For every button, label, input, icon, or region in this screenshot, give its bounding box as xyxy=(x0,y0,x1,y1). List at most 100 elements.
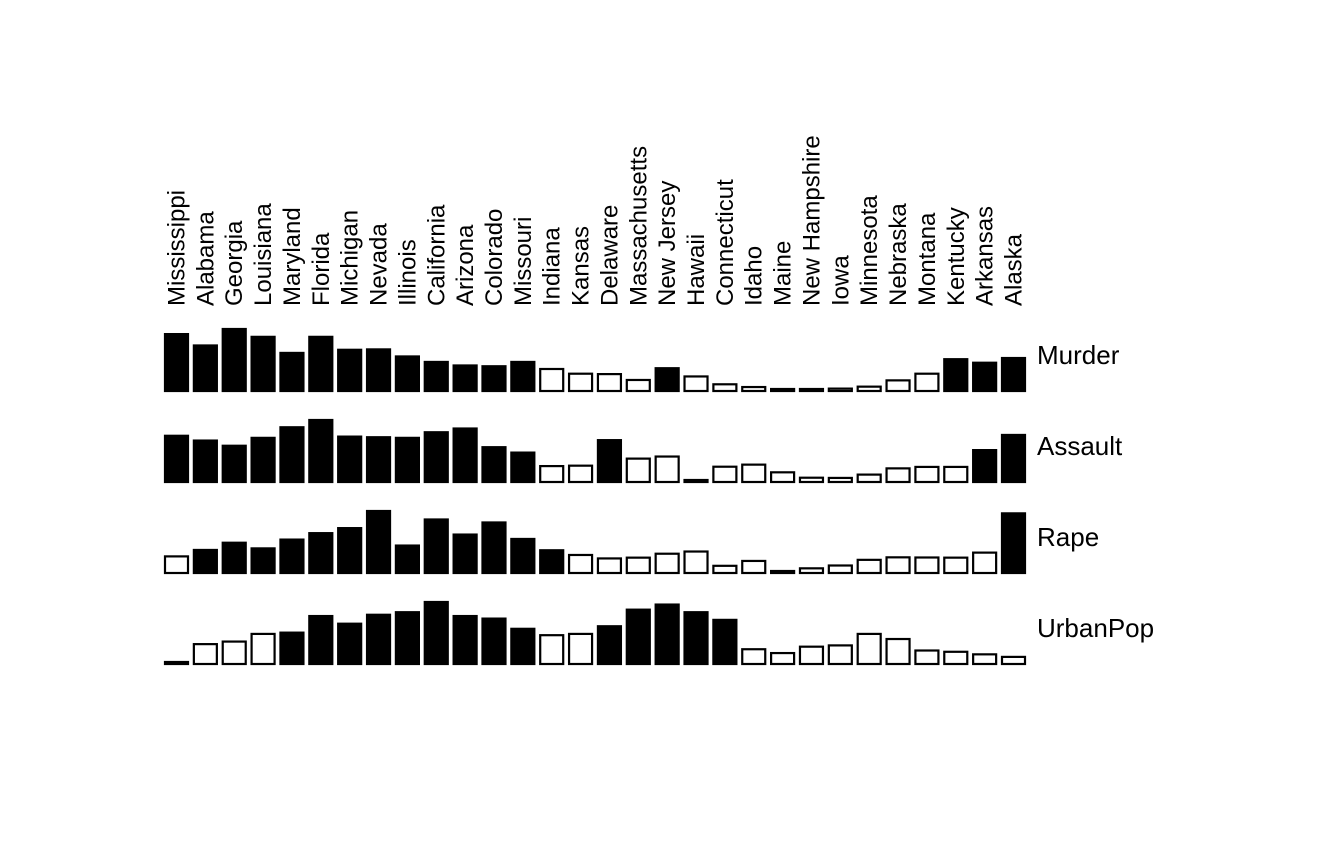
bar-murder xyxy=(827,387,853,393)
bar-rape xyxy=(741,559,767,575)
bar-urbanpop xyxy=(250,632,276,666)
bar-assault xyxy=(943,465,969,484)
bar-assault xyxy=(856,473,882,484)
bar-rape xyxy=(972,551,998,575)
bar-assault xyxy=(683,478,709,484)
bar-rape xyxy=(943,556,969,575)
column-label: Alabama xyxy=(192,211,219,306)
bar-murder xyxy=(365,348,392,393)
bar-rape xyxy=(452,533,478,575)
bar-murder xyxy=(221,327,247,393)
bar-assault xyxy=(1000,433,1027,484)
column-label: Delaware xyxy=(596,205,623,306)
bar-urbanpop xyxy=(192,643,218,666)
column-label: Nevada xyxy=(366,223,393,306)
bar-murder xyxy=(885,379,911,393)
bar-murder xyxy=(163,332,190,393)
column-label: Idaho xyxy=(741,246,768,306)
column-label: Hawaii xyxy=(683,234,710,306)
bar-rape xyxy=(798,567,825,575)
bar-urbanpop xyxy=(1000,655,1027,666)
bar-urbanpop xyxy=(539,634,565,666)
bar-murder xyxy=(741,385,767,393)
bar-murder xyxy=(308,335,334,393)
bar-rape xyxy=(683,550,709,575)
bar-rape xyxy=(827,564,853,575)
bar-assault xyxy=(914,465,940,484)
bar-murder xyxy=(279,351,305,393)
bar-assault xyxy=(221,444,247,484)
column-label: Iowa xyxy=(827,255,854,306)
bar-murder xyxy=(770,387,796,393)
column-label: Arizona xyxy=(452,224,479,306)
bar-assault xyxy=(567,464,594,484)
bar-assault xyxy=(365,436,392,484)
bar-urbanpop xyxy=(567,632,594,666)
bar-murder xyxy=(423,360,449,393)
column-label: California xyxy=(423,204,450,306)
column-label: Illinois xyxy=(394,239,421,306)
bar-rape xyxy=(596,557,623,575)
bar-rape xyxy=(308,532,334,575)
row-label: UrbanPop xyxy=(1037,613,1154,643)
column-label: New Hampshire xyxy=(798,135,825,306)
bar-rape xyxy=(654,552,680,575)
bar-rape xyxy=(567,553,594,575)
bar-murder xyxy=(337,348,363,393)
bar-assault xyxy=(337,435,363,484)
bar-assault xyxy=(741,463,767,484)
bar-rape xyxy=(510,537,536,575)
bar-assault xyxy=(798,476,825,484)
column-label: Michigan xyxy=(337,210,364,306)
column-label: Colorado xyxy=(481,209,508,306)
bar-assault xyxy=(510,451,536,484)
bar-rape xyxy=(539,549,565,575)
bar-urbanpop xyxy=(885,637,911,666)
bar-murder xyxy=(481,365,507,393)
bar-assault xyxy=(654,455,680,484)
bar-assault xyxy=(394,436,420,484)
bar-assault xyxy=(452,427,478,484)
column-label: Mississippi xyxy=(164,190,191,306)
bar-urbanpop xyxy=(741,648,767,666)
column-label: Indiana xyxy=(539,227,566,306)
bar-urbanpop xyxy=(943,650,969,666)
bar-assault xyxy=(539,464,565,484)
bar-assault xyxy=(885,467,911,484)
bar-murder xyxy=(192,344,218,393)
bar-murder xyxy=(250,335,276,393)
bar-murder xyxy=(798,387,825,393)
bar-urbanpop xyxy=(452,614,478,666)
bar-assault xyxy=(770,471,796,484)
row-label: Assault xyxy=(1037,431,1123,461)
bar-rape xyxy=(423,518,449,575)
bar-rape xyxy=(394,544,420,575)
bar-rape xyxy=(712,564,738,575)
bar-assault xyxy=(827,476,853,484)
column-label: Missouri xyxy=(510,217,537,306)
bar-rape xyxy=(192,548,218,575)
column-label: Kentucky xyxy=(943,207,970,306)
bar-assault xyxy=(279,426,305,484)
bar-urbanpop xyxy=(394,611,420,666)
bar-urbanpop xyxy=(972,653,998,666)
bar-assault xyxy=(308,418,334,484)
column-label: Massachusetts xyxy=(625,146,652,306)
bar-assault xyxy=(712,465,738,484)
bar-murder xyxy=(856,385,882,393)
bar-murder xyxy=(712,383,738,393)
column-label: Florida xyxy=(308,232,335,306)
bar-urbanpop xyxy=(712,618,738,666)
bar-urbanpop xyxy=(770,651,796,666)
bar-murder xyxy=(1000,356,1027,393)
bar-urbanpop xyxy=(856,632,882,666)
bar-rape xyxy=(885,556,911,575)
row-label: Rape xyxy=(1037,522,1099,552)
bar-assault xyxy=(163,434,190,484)
column-label: Connecticut xyxy=(712,179,739,306)
bar-urbanpop xyxy=(914,649,940,666)
bar-murder xyxy=(394,355,420,393)
bar-rape xyxy=(250,547,276,575)
column-label: Maine xyxy=(770,241,797,306)
bar-murder xyxy=(943,358,969,393)
